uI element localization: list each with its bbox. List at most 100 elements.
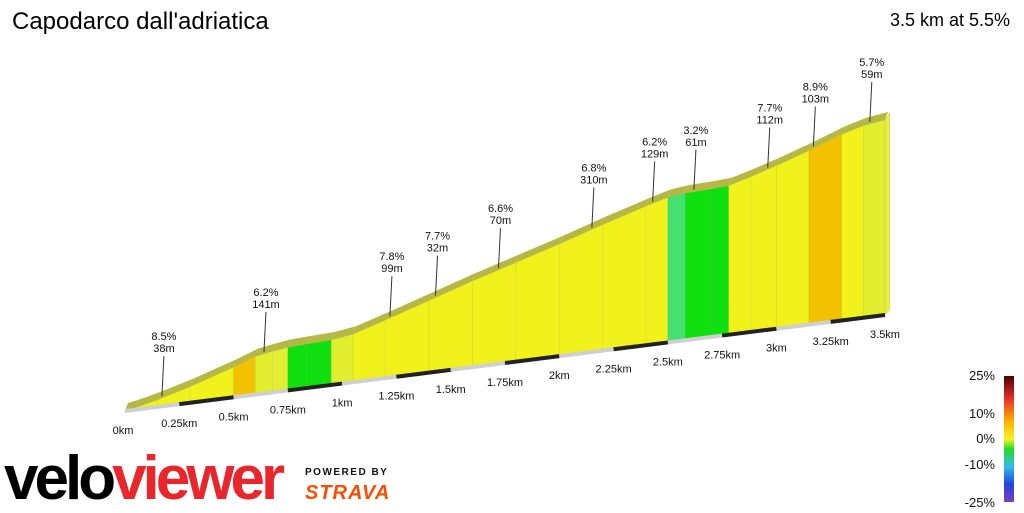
annotation-leader [869,81,873,123]
scale-label-25: 25% [968,368,995,383]
x-tick-label: 2.75km [704,350,740,362]
profile-top-surface [353,312,389,335]
profile-slice [645,196,669,346]
annotation-length: 59m [861,69,882,81]
annotation-length: 61m [685,137,706,149]
road-segment [613,340,669,352]
annotation-length: 310m [580,175,608,187]
annotation-length: 112m [756,114,783,126]
annotation-length: 99m [381,263,402,275]
profile-segments [124,110,891,412]
road-segment [776,319,831,331]
annotation-length: 129m [641,149,669,161]
road-segment [450,361,506,372]
profile-slice [710,185,729,338]
scale-label-minus-25: -25% [964,495,995,510]
page-title: Capodarco dall'adriatica [12,8,269,35]
road-segment [830,313,886,324]
profile-slice [684,188,712,341]
x-tick-label: 3.5km [870,329,900,341]
annotation-leader [161,356,165,397]
annotation-gradient: 6.6% [488,203,513,215]
x-tick-label: 3km [766,343,787,355]
road-segment [504,354,560,365]
profile-top-surface [841,117,867,135]
profile-end-face [884,110,891,316]
scale-label-0: 0% [976,431,995,446]
annotation-leader [767,127,771,168]
annotation-leader [435,255,439,296]
road-segment [179,395,234,407]
profile-top-surface [809,126,845,151]
profile-top-surface [685,180,715,194]
profile-slice [750,165,777,333]
profile-top-surface [287,335,313,348]
annotation-gradient: 7.8% [379,251,404,263]
logo-viewer: viewer [112,444,285,513]
x-tick-label: 1km [332,398,353,410]
annotation-gradient: 6.8% [581,163,606,175]
road-segment [341,374,397,386]
profile-top-surface [472,254,519,282]
scale-label-10: 10% [968,406,995,421]
profile-slice [558,224,604,357]
profile-top-surface [750,157,780,178]
x-tick-label: 2.5km [653,356,683,368]
x-tick-label: 0km [113,425,134,437]
annotation-gradient: 3.2% [683,125,708,137]
profile-top-surface [863,112,888,126]
annotation-gradient: 6.2% [642,137,667,149]
x-tick-label: 1.25km [378,391,414,403]
x-tick-label: 0.75km [270,404,306,416]
gradient-scale-bar [1004,376,1014,502]
strava-logo: STRAVA [305,482,391,504]
profile-top-surface [135,391,161,408]
annotation-length: 70m [490,215,511,227]
profile-slice [862,119,886,319]
x-tick-label: 2.25km [596,363,632,375]
road-segment [559,347,614,359]
profile-slice [841,125,864,321]
logo-velo: velo [4,444,116,513]
profile-top-surface [385,292,432,321]
x-tick-label: 2km [549,370,570,382]
profile-top-surface [711,177,732,189]
profile-top-surface [125,399,139,411]
segment-annotations: 8.5%38m6.2%141m7.8%99m7.7%32m6.6%70m6.8%… [151,57,885,397]
annotation-gradient: 5.7% [859,57,884,69]
road-segment [124,402,180,413]
annotation-leader [263,311,267,352]
road-segment [667,333,723,345]
profile-slice [808,134,842,325]
annotation-gradient: 6.2% [253,287,278,299]
profile-top-surface [233,348,259,368]
profile-top-surface [309,331,335,344]
annotation-gradient: 8.5% [151,331,176,343]
annotation-length: 32m [427,243,448,255]
annotation-length: 141m [252,299,280,311]
profile-top-surface [190,359,237,387]
climb-stats: 3.5 km at 5.5% [889,10,1010,30]
profile-top-surface [255,343,276,357]
profile-top-surface [331,326,356,340]
x-tick-label: 0.5km [219,411,249,423]
annotation-leader [652,161,656,202]
annotation-length: 38m [153,343,174,355]
profile-slice [272,347,289,393]
profile-slice [602,205,647,351]
profile-slice [667,192,686,343]
road-segment [287,381,343,393]
annotation-length: 103m [802,93,830,105]
profile-slice [728,176,751,336]
profile-top-surface [559,216,606,245]
profile-top-surface [776,142,812,166]
x-tick-label: 1.75km [487,377,523,389]
powered-by-label: POWERED BY [305,467,389,478]
annotation-leader [812,106,816,147]
road-segment [396,367,451,379]
x-tick-label: 3.25km [813,336,849,348]
distance-axis [124,313,886,413]
profile-top-surface [602,198,650,225]
profile-top-surface [429,273,476,301]
